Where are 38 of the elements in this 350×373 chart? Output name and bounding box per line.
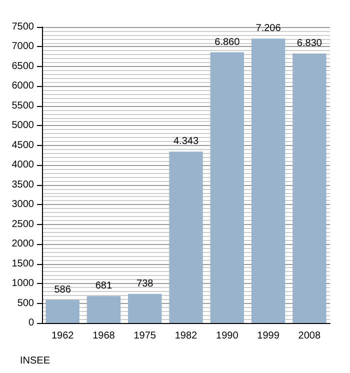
x-tick-label: 2008 bbox=[298, 330, 321, 342]
y-tick-label: 4500 bbox=[12, 140, 34, 151]
y-tick-label: 7500 bbox=[12, 22, 34, 32]
bar bbox=[86, 296, 121, 323]
y-tick-label: 500 bbox=[17, 298, 34, 309]
y-tick-label: 2000 bbox=[12, 238, 34, 250]
bar bbox=[292, 53, 326, 323]
x-tick-label: 1962 bbox=[51, 330, 74, 342]
x-tick-label: 1982 bbox=[174, 330, 198, 342]
bar bbox=[210, 52, 244, 323]
y-tick-label: 5000 bbox=[12, 120, 34, 132]
y-tick-label: 3500 bbox=[12, 179, 34, 190]
y-tick-label: 3000 bbox=[12, 199, 34, 210]
bar bbox=[128, 294, 162, 323]
bar bbox=[169, 152, 203, 323]
y-tick-label: 6000 bbox=[12, 80, 34, 92]
bar bbox=[46, 300, 80, 323]
data-label: 586 bbox=[54, 284, 72, 296]
y-tick-label: 2500 bbox=[12, 218, 34, 230]
y-tick-label: 4000 bbox=[12, 160, 34, 171]
y-tick-label: 6500 bbox=[12, 60, 34, 72]
y-tick-label: 0 bbox=[28, 318, 34, 328]
data-label: 7.206 bbox=[256, 23, 282, 34]
data-label: 6.860 bbox=[214, 36, 240, 48]
x-tick-label: 1999 bbox=[257, 330, 280, 342]
x-tick-label: 1968 bbox=[92, 330, 116, 342]
x-tick-label: 1975 bbox=[134, 330, 156, 342]
data-label: 681 bbox=[95, 280, 112, 292]
bar bbox=[251, 38, 286, 323]
y-tick-label: 1000 bbox=[12, 278, 34, 290]
x-tick-label: 1990 bbox=[216, 330, 239, 342]
y-tick-label: 7000 bbox=[12, 41, 34, 52]
text: INSEE bbox=[20, 356, 50, 366]
data-label: 6.830 bbox=[296, 38, 322, 49]
data-label: 738 bbox=[136, 278, 154, 290]
y-tick-label: 1500 bbox=[12, 258, 34, 270]
data-label: 4.343 bbox=[173, 136, 199, 148]
y-tick-label: 5500 bbox=[12, 100, 34, 112]
